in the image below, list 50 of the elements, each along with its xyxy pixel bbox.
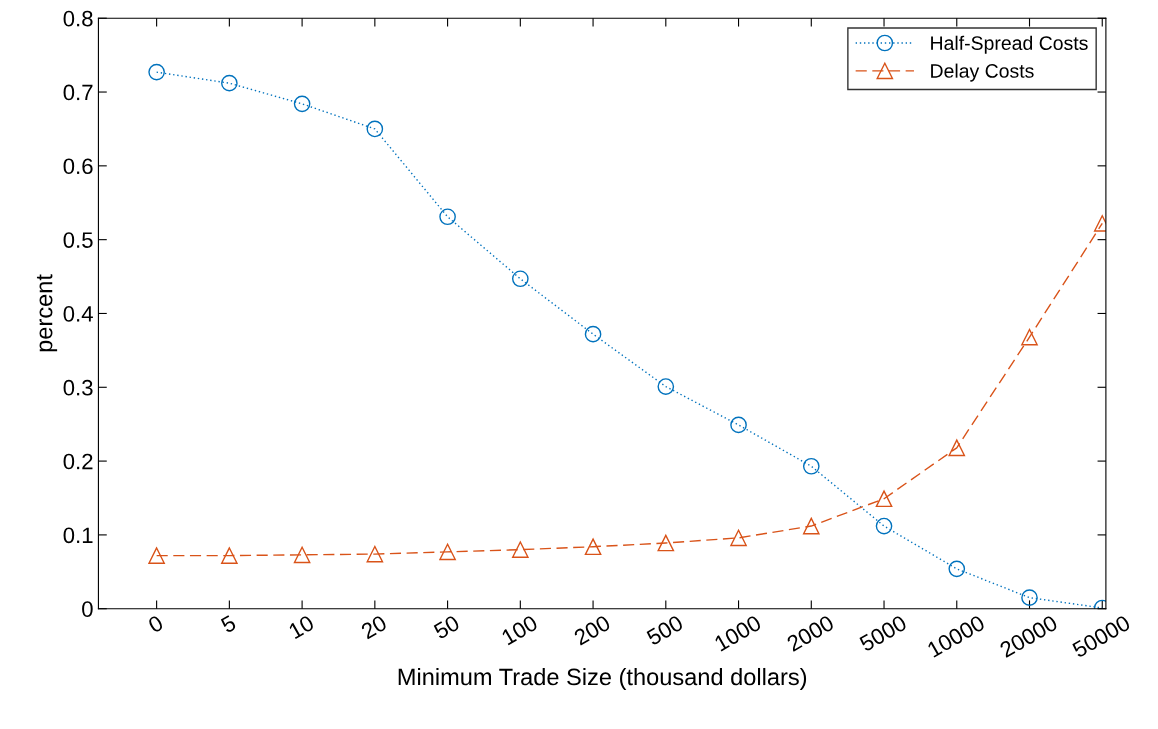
y-tick-label: 0.7 bbox=[63, 84, 93, 101]
y-tick-label: 0.6 bbox=[63, 158, 93, 175]
point bbox=[293, 546, 311, 564]
point bbox=[875, 517, 893, 535]
y-tick-label: 0 bbox=[82, 601, 93, 617]
point bbox=[948, 439, 966, 457]
point bbox=[802, 457, 820, 475]
point bbox=[366, 120, 384, 138]
x-axis-title: Minimum Trade Size (thousand dollars) bbox=[398, 667, 807, 690]
x-tick-label: 200 bbox=[573, 614, 612, 646]
legend-label: Delay Costs bbox=[931, 63, 1034, 82]
x-tick-label: 100 bbox=[500, 614, 539, 646]
y-tick-label: 0.4 bbox=[63, 306, 93, 322]
y-tick-label: 0.1 bbox=[63, 527, 93, 544]
x-tick-label: 1000 bbox=[713, 614, 763, 652]
point bbox=[148, 547, 165, 564]
x-tick-label: 10 bbox=[287, 614, 316, 640]
x-tick-label: 0 bbox=[147, 614, 165, 634]
legend-label: Half-Spread Costs bbox=[931, 35, 1088, 54]
point bbox=[948, 560, 966, 578]
y-tick-label: 0.8 bbox=[63, 10, 93, 27]
x-tick-label: 5000 bbox=[858, 614, 908, 652]
point bbox=[1021, 589, 1038, 606]
point bbox=[657, 534, 675, 552]
point bbox=[584, 325, 602, 343]
point bbox=[657, 378, 675, 395]
point bbox=[802, 517, 820, 535]
point bbox=[439, 543, 456, 561]
y-tick-label: 0.3 bbox=[63, 379, 93, 396]
point bbox=[439, 208, 456, 226]
point bbox=[511, 541, 529, 559]
point bbox=[221, 74, 238, 92]
point bbox=[730, 416, 747, 434]
point bbox=[293, 95, 311, 113]
point bbox=[148, 63, 165, 81]
y-tick-label: 0.5 bbox=[63, 232, 93, 248]
x-tick-label: 500 bbox=[645, 614, 685, 646]
point bbox=[221, 547, 238, 564]
point bbox=[366, 545, 384, 563]
y-tick-label: 0.2 bbox=[63, 453, 93, 470]
point bbox=[730, 529, 747, 547]
x-tick-label: 50 bbox=[432, 614, 461, 640]
x-tick-label: 2000 bbox=[785, 614, 835, 652]
point bbox=[875, 490, 893, 508]
point bbox=[1021, 328, 1038, 346]
point bbox=[584, 538, 602, 556]
y-axis-title: percent bbox=[36, 274, 58, 352]
point bbox=[511, 270, 529, 288]
x-tick-label: 20 bbox=[360, 614, 388, 640]
x-tick-label: 5 bbox=[220, 614, 237, 634]
